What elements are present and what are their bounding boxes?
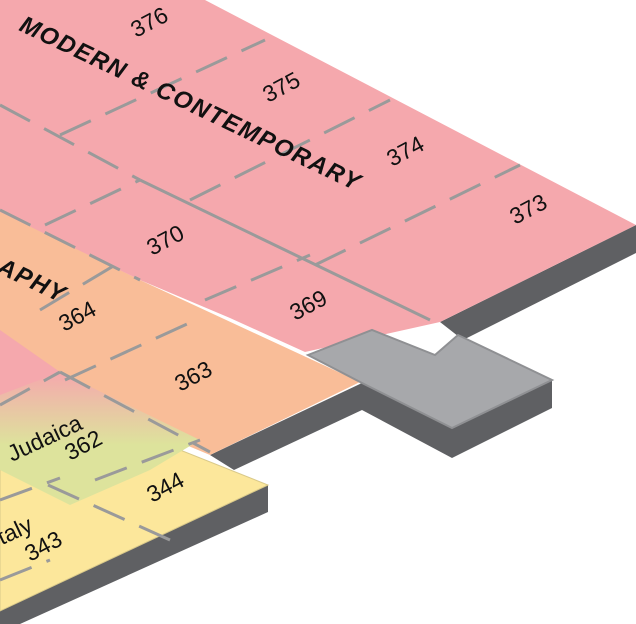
floor-edges	[0, 225, 636, 624]
service-area	[305, 328, 555, 430]
gallery-judaica[interactable]	[0, 372, 200, 505]
interior-walls	[0, 38, 521, 582]
gallery-pink-left[interactable]	[0, 330, 60, 395]
